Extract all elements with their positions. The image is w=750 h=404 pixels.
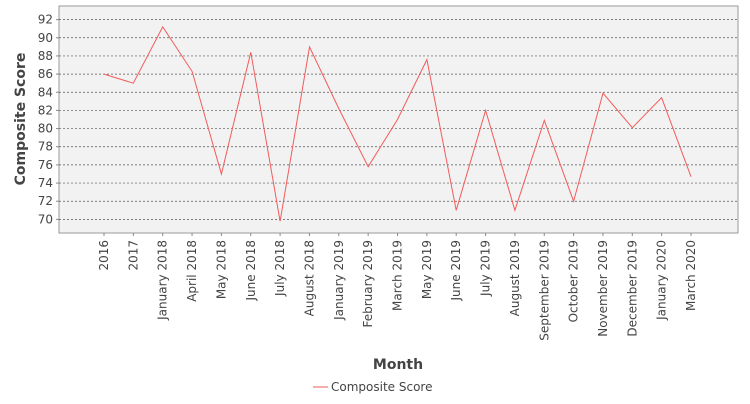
x-tick-label: August 2018	[302, 240, 316, 316]
x-tick-label: June 2018	[244, 240, 258, 302]
y-tick-label: 78	[38, 140, 53, 154]
x-tick-label: June 2019	[449, 240, 463, 302]
series-line	[103, 25, 692, 222]
x-tick-label: 2016	[97, 240, 111, 271]
x-tick-label: October 2019	[567, 240, 581, 322]
grid-lines	[59, 19, 738, 220]
x-axis: 2016 2017 January 2018 April 2018 May 2018 Ju…	[97, 233, 698, 341]
x-tick-label: August 2019	[508, 240, 522, 316]
x-tick-label: March 2020	[684, 240, 698, 311]
series-layer	[103, 25, 692, 222]
x-tick-label: March 2019	[391, 240, 405, 311]
x-tick-label: July 2018	[273, 240, 287, 297]
legend: Composite Score	[313, 380, 432, 394]
y-tick-label: 74	[38, 176, 53, 190]
x-tick-label: September 2019	[537, 240, 551, 341]
x-tick-label: May 2018	[214, 240, 228, 299]
y-tick-label: 72	[38, 194, 53, 208]
y-tick-label: 82	[38, 103, 53, 117]
x-tick-label: February 2019	[361, 240, 375, 328]
y-tick-label: 88	[38, 49, 53, 63]
y-tick-label: 92	[38, 13, 53, 27]
y-tick-label: 70	[38, 212, 53, 226]
y-tick-label: 90	[38, 31, 53, 45]
x-axis-label: Month	[373, 357, 423, 373]
x-tick-label: January 2019	[332, 240, 346, 321]
y-tick-label: 84	[38, 85, 53, 99]
x-tick-label: January 2018	[156, 240, 170, 321]
x-tick-label: November 2019	[596, 240, 610, 337]
legend-label: Composite Score	[331, 380, 432, 394]
plot-area	[58, 5, 739, 234]
y-tick-label: 80	[38, 122, 53, 136]
y-tick-label: 76	[38, 158, 53, 172]
y-axis: 70 72 74 76 78 80 82 84 86 88 90 92	[38, 13, 59, 226]
x-tick-label: July 2019	[479, 240, 493, 297]
x-tick-label: April 2018	[185, 240, 199, 302]
y-axis-label: Composite Score	[13, 53, 29, 186]
x-tick-label: 2017	[126, 240, 140, 271]
x-tick-label: May 2019	[420, 240, 434, 299]
x-tick-label: December 2019	[625, 240, 639, 337]
y-tick-label: 86	[38, 67, 53, 81]
x-tick-label: January 2020	[655, 240, 669, 321]
